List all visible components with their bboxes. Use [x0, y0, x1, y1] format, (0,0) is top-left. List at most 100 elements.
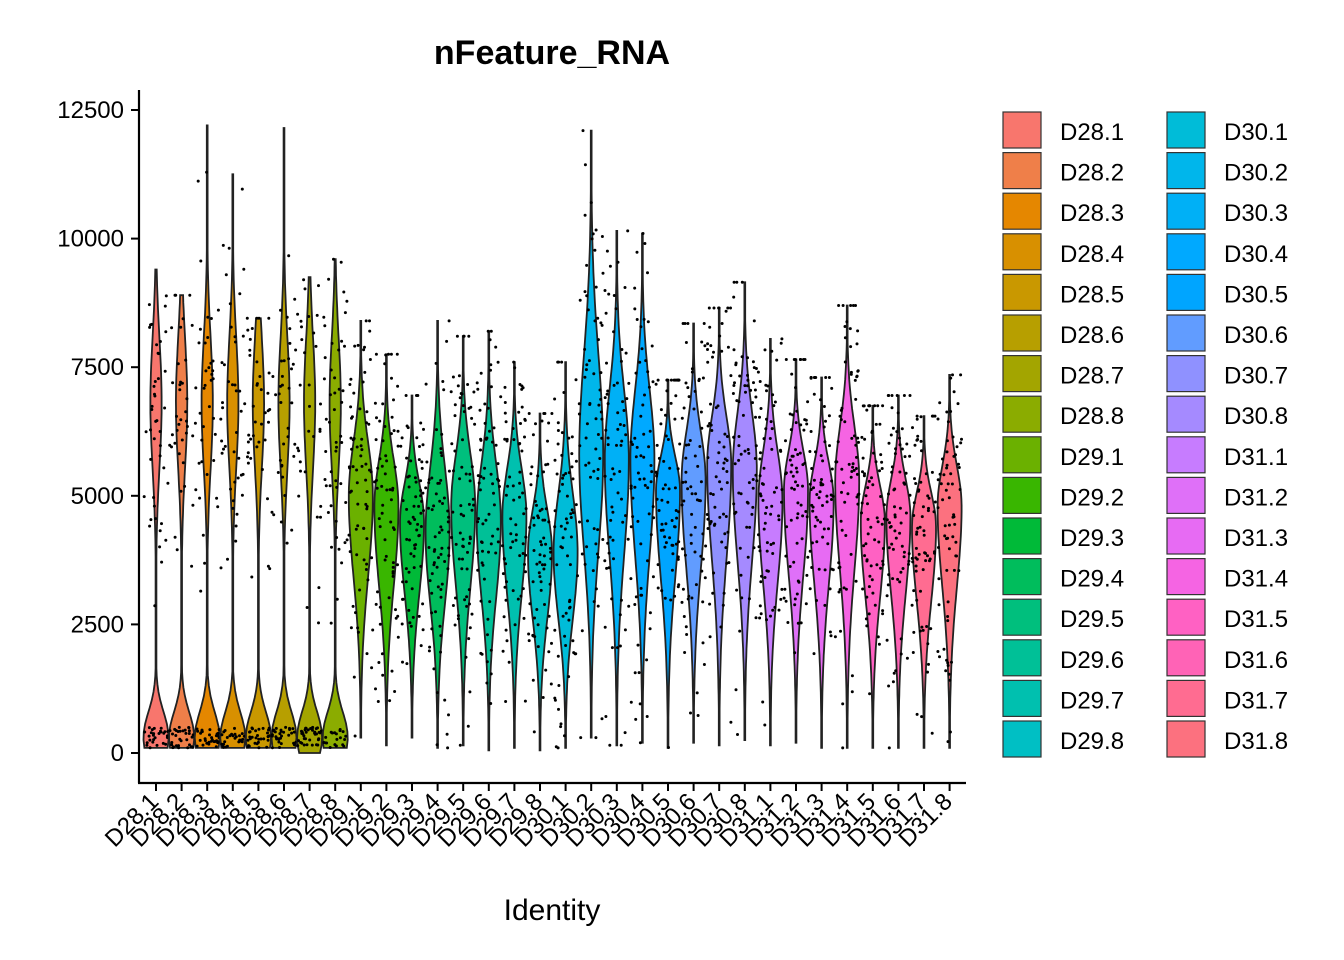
cell-point — [364, 319, 368, 323]
cell-point — [946, 619, 950, 623]
cell-point — [480, 561, 484, 565]
legend-key-D28.8 — [1002, 395, 1042, 433]
cell-point — [256, 740, 260, 744]
cell-point — [683, 322, 687, 325]
cell-point — [297, 739, 300, 743]
cell-point — [827, 414, 831, 418]
cell-point — [633, 307, 637, 311]
violin-D31.8 — [936, 374, 963, 749]
cell-point — [633, 485, 637, 489]
cell-point — [938, 655, 941, 659]
legend-label-D28.3: D28.3 — [1060, 200, 1124, 227]
cell-point — [894, 447, 898, 451]
cell-point — [751, 486, 755, 490]
cell-point — [404, 394, 408, 397]
cell-point — [784, 358, 788, 361]
cell-point — [446, 520, 450, 524]
cell-point — [786, 621, 790, 624]
cell-point — [407, 570, 411, 574]
cell-point — [185, 425, 189, 428]
cell-point — [396, 635, 400, 639]
cell-point — [684, 443, 688, 447]
cell-point — [620, 497, 623, 501]
cell-point — [706, 424, 710, 428]
cell-point — [234, 389, 238, 393]
cell-point — [229, 325, 233, 329]
cell-point — [516, 597, 520, 601]
cell-point — [880, 522, 884, 526]
cell-point — [810, 566, 814, 569]
cell-point — [246, 461, 250, 465]
cell-point — [280, 734, 283, 738]
cell-point — [420, 499, 424, 503]
cell-point — [947, 523, 951, 527]
cell-point — [539, 540, 543, 544]
cell-point — [450, 442, 454, 446]
cell-point — [542, 470, 545, 474]
cell-point — [865, 408, 869, 412]
cell-point — [620, 348, 624, 351]
cell-point — [881, 609, 885, 613]
cell-point — [225, 736, 229, 739]
legend-key-D31.5 — [1166, 598, 1206, 636]
cell-point — [563, 634, 567, 638]
cell-point — [153, 380, 157, 383]
cell-point — [790, 486, 794, 490]
cell-point — [232, 450, 236, 454]
cell-point — [689, 711, 692, 715]
cell-point — [757, 545, 761, 549]
cell-point — [420, 466, 424, 470]
cell-point — [704, 544, 708, 548]
cell-point — [642, 317, 646, 321]
cell-point — [867, 612, 871, 616]
cell-point — [360, 448, 364, 452]
cell-point — [601, 271, 605, 275]
cell-point — [673, 417, 677, 421]
cell-point — [784, 554, 788, 558]
cell-point — [179, 489, 183, 493]
cell-point — [740, 596, 744, 600]
cell-point — [545, 626, 549, 630]
cell-point — [231, 499, 235, 503]
legend-key-D29.4 — [1002, 557, 1042, 596]
cell-point — [231, 383, 234, 387]
legend-label-D29.2: D29.2 — [1060, 484, 1124, 511]
cell-point — [732, 502, 736, 506]
cell-point — [703, 344, 707, 348]
cell-point — [410, 587, 414, 591]
cell-point — [820, 478, 823, 481]
cell-point — [668, 466, 672, 470]
cell-point — [251, 404, 255, 408]
cell-point — [449, 390, 453, 394]
cell-point — [843, 420, 847, 424]
cell-point — [149, 457, 153, 461]
cell-point — [149, 428, 152, 432]
cell-point — [260, 422, 263, 426]
cell-point — [150, 728, 154, 732]
cell-point — [755, 479, 759, 483]
cell-point — [764, 511, 767, 515]
cell-point — [784, 439, 787, 443]
cell-point — [381, 503, 385, 507]
cell-point — [804, 602, 808, 606]
cell-point — [724, 309, 728, 313]
cell-point — [631, 496, 635, 500]
cell-point — [825, 500, 829, 504]
cell-point — [751, 401, 754, 405]
cell-point — [150, 404, 154, 408]
cell-point — [595, 552, 599, 556]
cell-point — [626, 537, 630, 541]
cell-point — [281, 475, 285, 479]
cell-point — [670, 568, 674, 572]
cell-point — [214, 745, 218, 749]
cell-point — [458, 743, 462, 747]
cell-point — [855, 342, 859, 346]
cell-point — [648, 429, 652, 433]
cell-point — [809, 376, 813, 380]
cell-point — [863, 437, 867, 441]
legend-key-D28.6 — [1002, 314, 1042, 352]
cell-point — [862, 404, 866, 408]
cell-point — [589, 475, 592, 479]
cell-point — [793, 597, 797, 601]
points-D30.7 — [705, 306, 733, 724]
